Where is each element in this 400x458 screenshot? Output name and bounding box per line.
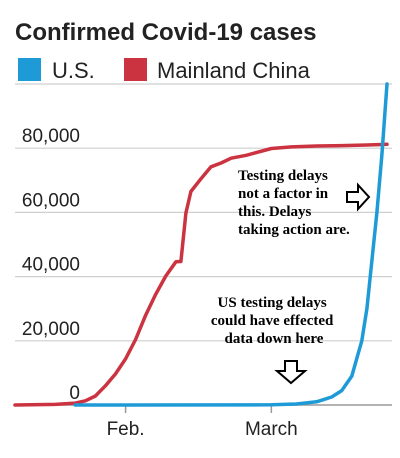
x-tick-label: March (245, 419, 298, 440)
chart-title: Confirmed Covid-19 cases (15, 19, 316, 46)
annotation-testing-affected: US testing delays could have effected da… (211, 295, 337, 385)
y-tick-label: 60,000 (22, 190, 80, 211)
legend-swatch-china (124, 58, 147, 81)
annotation-text: Testing delays not a factor in this. Del… (238, 168, 350, 238)
series-lines (13, 82, 389, 407)
annotation-text: US testing delays could have effected da… (211, 295, 337, 347)
legend-label-us: U.S. (52, 58, 95, 83)
y-tick-label: 80,000 (22, 126, 80, 147)
annotation-testing-not-factor: Testing delays not a factor in this. Del… (238, 168, 371, 238)
legend-label-china: Mainland China (157, 58, 311, 83)
y-tick-label: 40,000 (22, 255, 80, 276)
legend-swatch-us (18, 58, 41, 81)
right-arrow-icon (346, 182, 371, 212)
series-line-mainland-china (13, 142, 389, 407)
x-ticks: Feb. March (107, 405, 298, 440)
x-tick-label: Feb. (107, 419, 145, 440)
down-arrow-icon (274, 360, 308, 385)
y-tick-label: 20,000 (22, 319, 80, 340)
series-line-us (73, 82, 389, 407)
gridlines (15, 83, 392, 342)
legend: U.S. Mainland China (18, 58, 311, 83)
y-tick-label: 0 (69, 383, 80, 404)
y-tick-labels: 0 20,000 40,000 60,000 80,000 (22, 126, 80, 404)
